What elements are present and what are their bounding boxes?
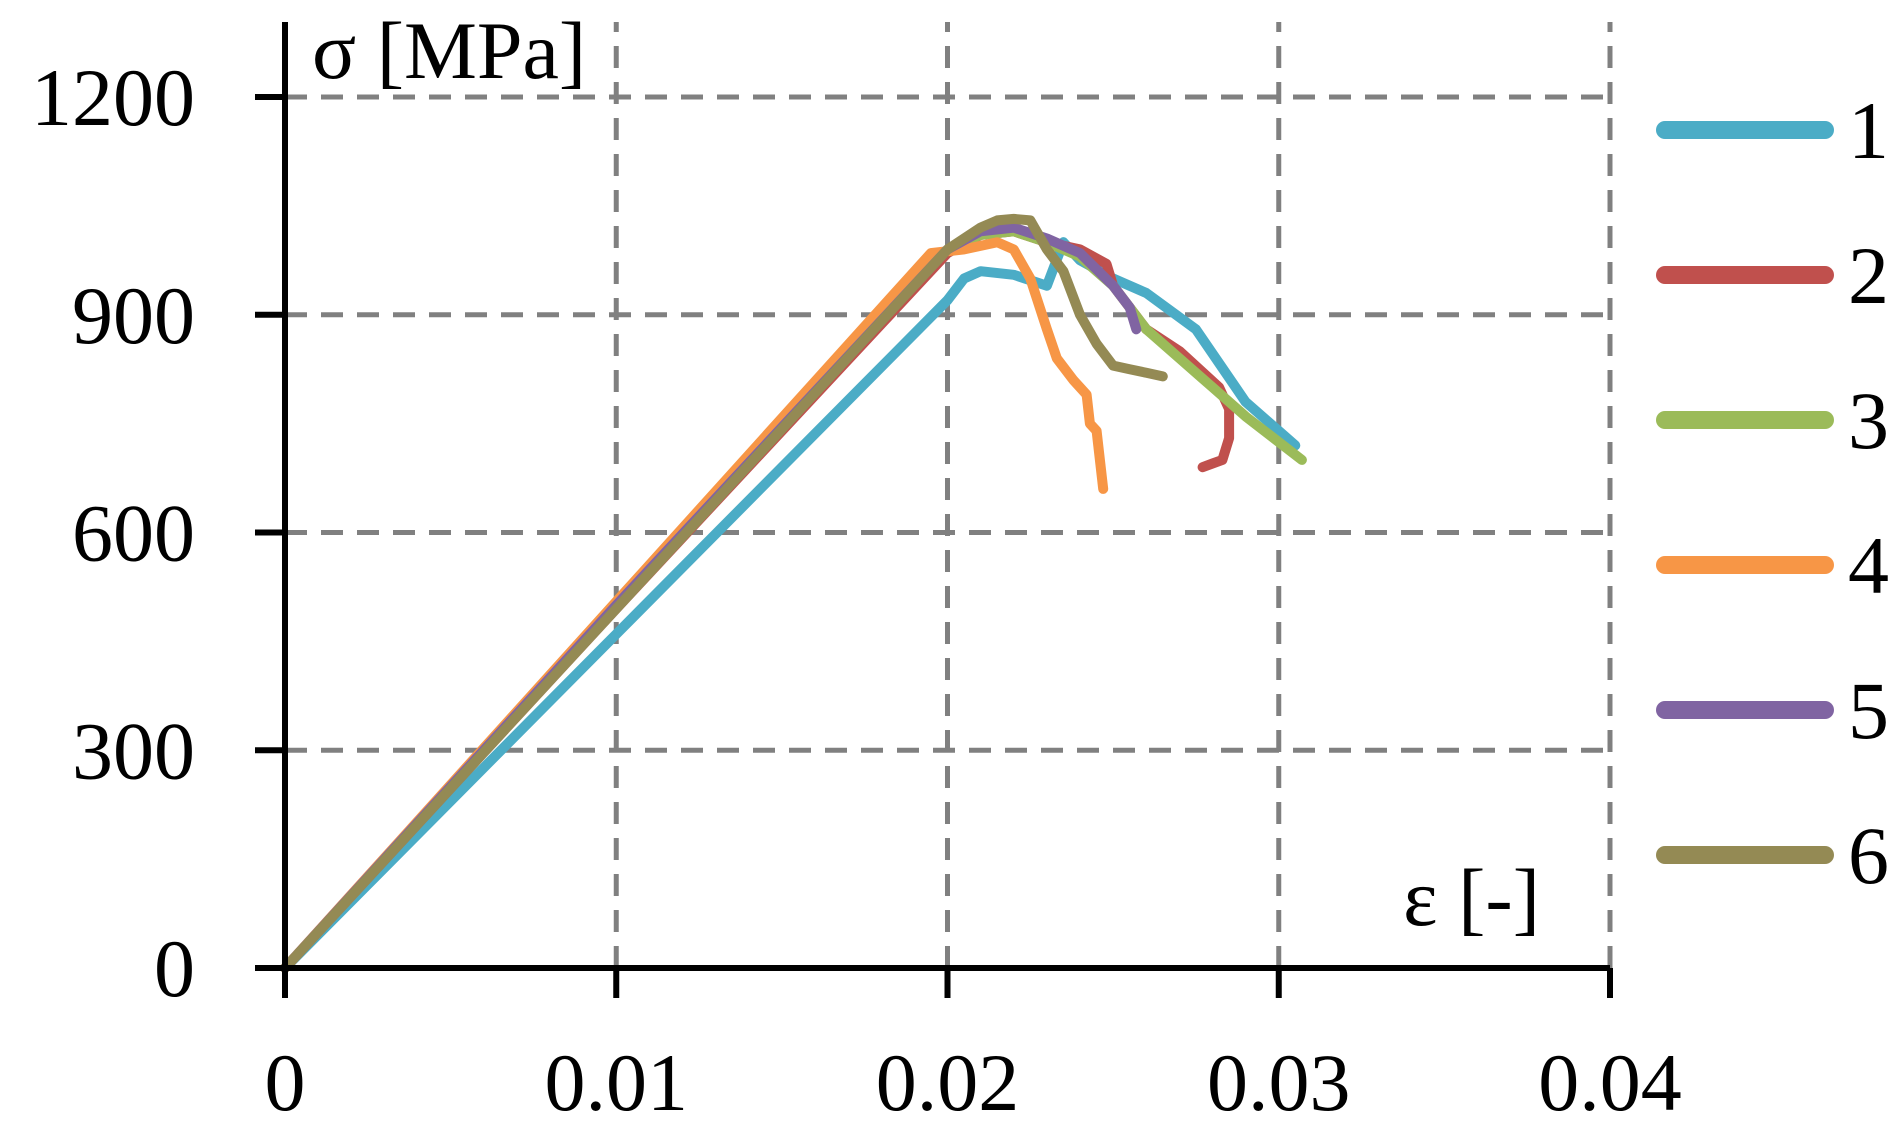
x-tick-label-0: 0: [265, 1037, 306, 1128]
x-tick-label-2: 0.02: [876, 1037, 1020, 1128]
legend-label-1: 1: [1848, 85, 1889, 176]
legend-label-2: 2: [1848, 230, 1889, 321]
legend: 1 2 3 4 5 6: [1656, 85, 1889, 901]
series-line-4: [280, 237, 1109, 973]
x-axis-title: ε [-]: [1403, 852, 1540, 943]
x-tick-label-3: 0.03: [1207, 1037, 1351, 1128]
grid-lines: [285, 22, 1613, 968]
series-lines: [280, 213, 1307, 973]
legend-label-5: 5: [1848, 665, 1889, 756]
x-tick-label-1: 0.01: [545, 1037, 689, 1128]
series-line-5: [280, 222, 1142, 973]
y-tick-label-2: 600: [72, 488, 195, 579]
legend-label-6: 6: [1848, 810, 1889, 901]
series-line-1: [280, 237, 1301, 973]
series-line-3: [280, 226, 1307, 973]
series-line-2: [280, 226, 1235, 973]
x-tick-label-4: 0.04: [1538, 1037, 1682, 1128]
legend-label-3: 3: [1848, 375, 1889, 466]
axes: [255, 22, 1613, 998]
y-tick-label-0: 0: [154, 923, 195, 1014]
series-line-6: [280, 213, 1168, 973]
y-tick-label-3: 900: [72, 270, 195, 361]
y-tick-label-1: 300: [72, 705, 195, 796]
y-tick-label-4: 1200: [31, 52, 195, 143]
legend-label-4: 4: [1848, 520, 1889, 611]
y-axis-title: σ [MPa]: [312, 5, 586, 96]
tick-labels: 0 300 600 900 1200 0 0.01 0.02 0.03 0.04: [31, 52, 1682, 1128]
